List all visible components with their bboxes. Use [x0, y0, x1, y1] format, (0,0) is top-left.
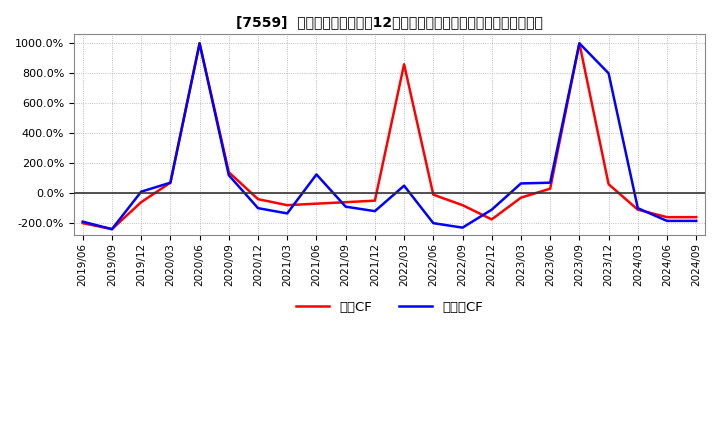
Legend: 営業CF, フリーCF: 営業CF, フリーCF — [291, 295, 488, 319]
営業CF — [692, 215, 701, 220]
営業CF — [546, 186, 554, 191]
営業CF — [195, 40, 204, 46]
営業CF — [371, 198, 379, 203]
営業CF — [107, 227, 116, 232]
営業CF — [487, 217, 496, 222]
営業CF — [634, 207, 642, 213]
フリーCF — [634, 205, 642, 211]
フリーCF — [487, 207, 496, 213]
Line: 営業CF: 営業CF — [83, 43, 696, 229]
営業CF — [78, 220, 87, 226]
営業CF — [341, 199, 350, 205]
フリーCF — [692, 218, 701, 224]
営業CF — [400, 62, 408, 67]
営業CF — [253, 197, 262, 202]
フリーCF — [283, 211, 292, 216]
フリーCF — [195, 40, 204, 46]
フリーCF — [604, 71, 613, 76]
フリーCF — [546, 180, 554, 185]
フリーCF — [517, 181, 526, 186]
フリーCF — [575, 40, 584, 46]
フリーCF — [312, 172, 321, 177]
営業CF — [166, 180, 175, 185]
フリーCF — [166, 180, 175, 185]
営業CF — [225, 169, 233, 175]
営業CF — [458, 202, 467, 208]
営業CF — [429, 192, 438, 197]
営業CF — [604, 182, 613, 187]
フリーCF — [253, 205, 262, 211]
営業CF — [662, 215, 671, 220]
営業CF — [312, 201, 321, 206]
フリーCF — [341, 204, 350, 209]
営業CF — [283, 202, 292, 208]
フリーCF — [458, 225, 467, 230]
フリーCF — [137, 189, 145, 194]
営業CF — [137, 199, 145, 205]
フリーCF — [429, 220, 438, 226]
フリーCF — [662, 218, 671, 224]
フリーCF — [371, 209, 379, 214]
フリーCF — [400, 183, 408, 188]
フリーCF — [107, 227, 116, 232]
Title: [7559]  キャッシュフローの12か月移動合計の対前年同期増減率の推移: [7559] キャッシュフローの12か月移動合計の対前年同期増減率の推移 — [236, 15, 543, 29]
営業CF — [575, 40, 584, 46]
フリーCF — [225, 172, 233, 178]
営業CF — [517, 195, 526, 200]
フリーCF — [78, 219, 87, 224]
Line: フリーCF: フリーCF — [83, 43, 696, 229]
